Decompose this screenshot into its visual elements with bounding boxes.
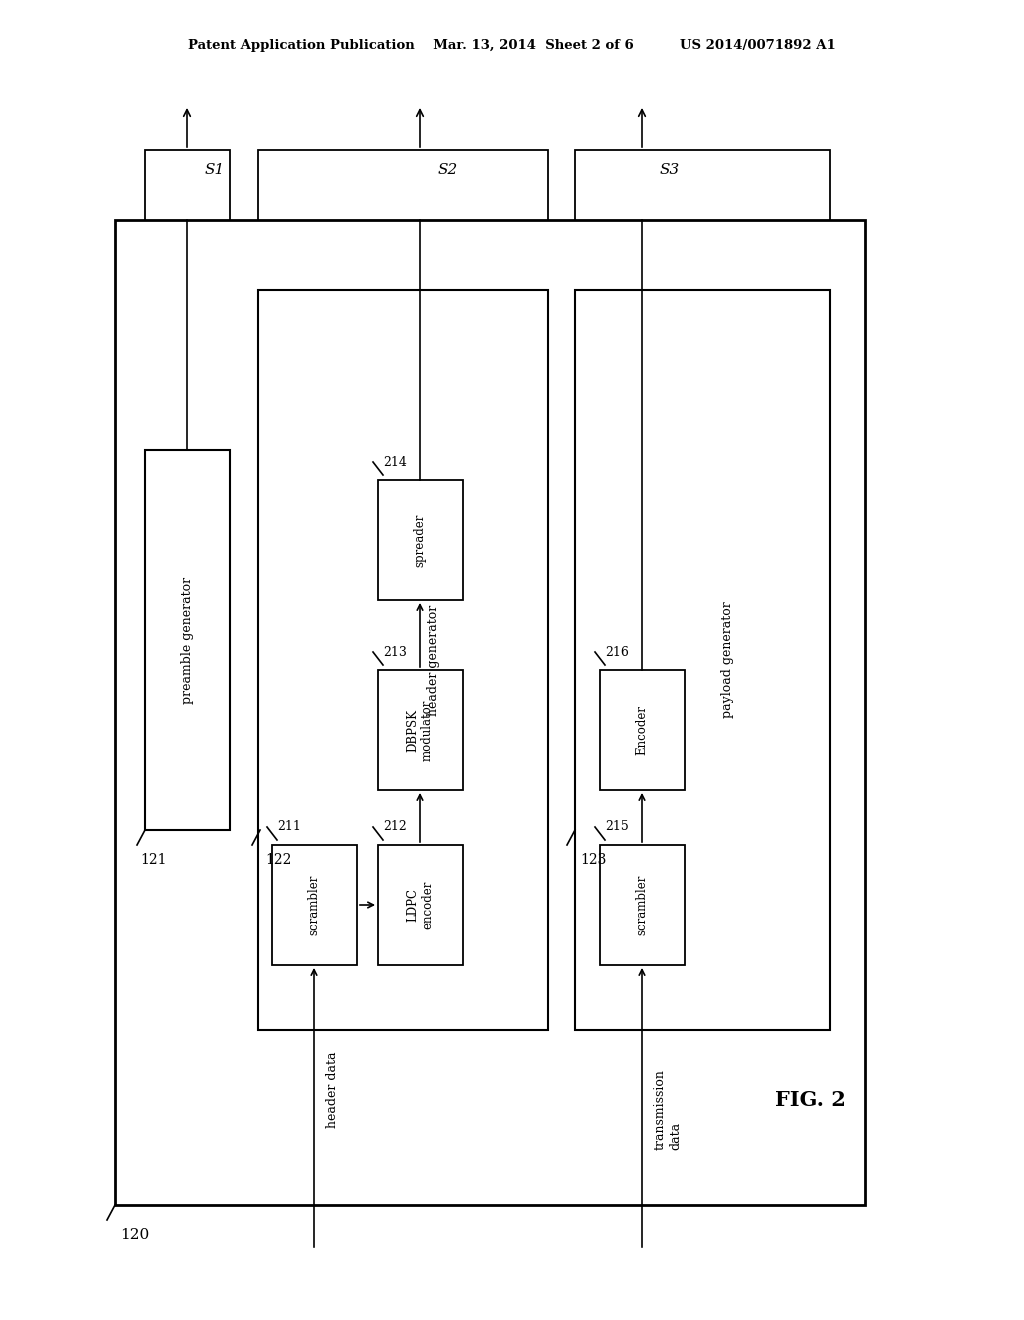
Bar bbox=[145, 450, 230, 830]
Text: header generator: header generator bbox=[427, 605, 439, 715]
Bar bbox=[600, 845, 685, 965]
Text: 123: 123 bbox=[580, 853, 606, 867]
Text: spreader: spreader bbox=[414, 513, 427, 566]
Text: scrambler: scrambler bbox=[307, 875, 321, 935]
Text: scrambler: scrambler bbox=[636, 875, 648, 935]
Bar bbox=[575, 290, 830, 1030]
Text: 214: 214 bbox=[383, 455, 407, 469]
Bar bbox=[378, 671, 463, 789]
Text: transmission
data: transmission data bbox=[654, 1069, 682, 1151]
Text: 211: 211 bbox=[278, 821, 301, 833]
Text: S1: S1 bbox=[205, 162, 225, 177]
Bar bbox=[600, 671, 685, 789]
Text: Encoder: Encoder bbox=[636, 705, 648, 755]
Text: DBPSK
modulator: DBPSK modulator bbox=[406, 700, 434, 760]
Text: LDPC
encoder: LDPC encoder bbox=[406, 880, 434, 929]
Bar bbox=[145, 150, 230, 220]
Text: Patent Application Publication    Mar. 13, 2014  Sheet 2 of 6          US 2014/0: Patent Application Publication Mar. 13, … bbox=[188, 38, 836, 51]
Text: 121: 121 bbox=[140, 853, 167, 867]
Text: 122: 122 bbox=[265, 853, 292, 867]
Text: S2: S2 bbox=[438, 162, 459, 177]
Bar bbox=[258, 290, 548, 1030]
Text: 213: 213 bbox=[383, 645, 407, 659]
Text: header data: header data bbox=[326, 1052, 339, 1129]
Bar bbox=[378, 480, 463, 601]
Text: payload generator: payload generator bbox=[721, 602, 733, 718]
Bar bbox=[115, 220, 865, 1205]
Bar bbox=[258, 150, 548, 220]
Bar bbox=[575, 150, 830, 220]
Text: preamble generator: preamble generator bbox=[180, 577, 194, 704]
Bar bbox=[272, 845, 357, 965]
Text: S3: S3 bbox=[660, 162, 680, 177]
Text: 120: 120 bbox=[120, 1228, 150, 1242]
Text: 212: 212 bbox=[383, 821, 407, 833]
Text: 216: 216 bbox=[605, 645, 629, 659]
Text: 215: 215 bbox=[605, 821, 629, 833]
Text: FIG. 2: FIG. 2 bbox=[774, 1090, 846, 1110]
Bar bbox=[378, 845, 463, 965]
